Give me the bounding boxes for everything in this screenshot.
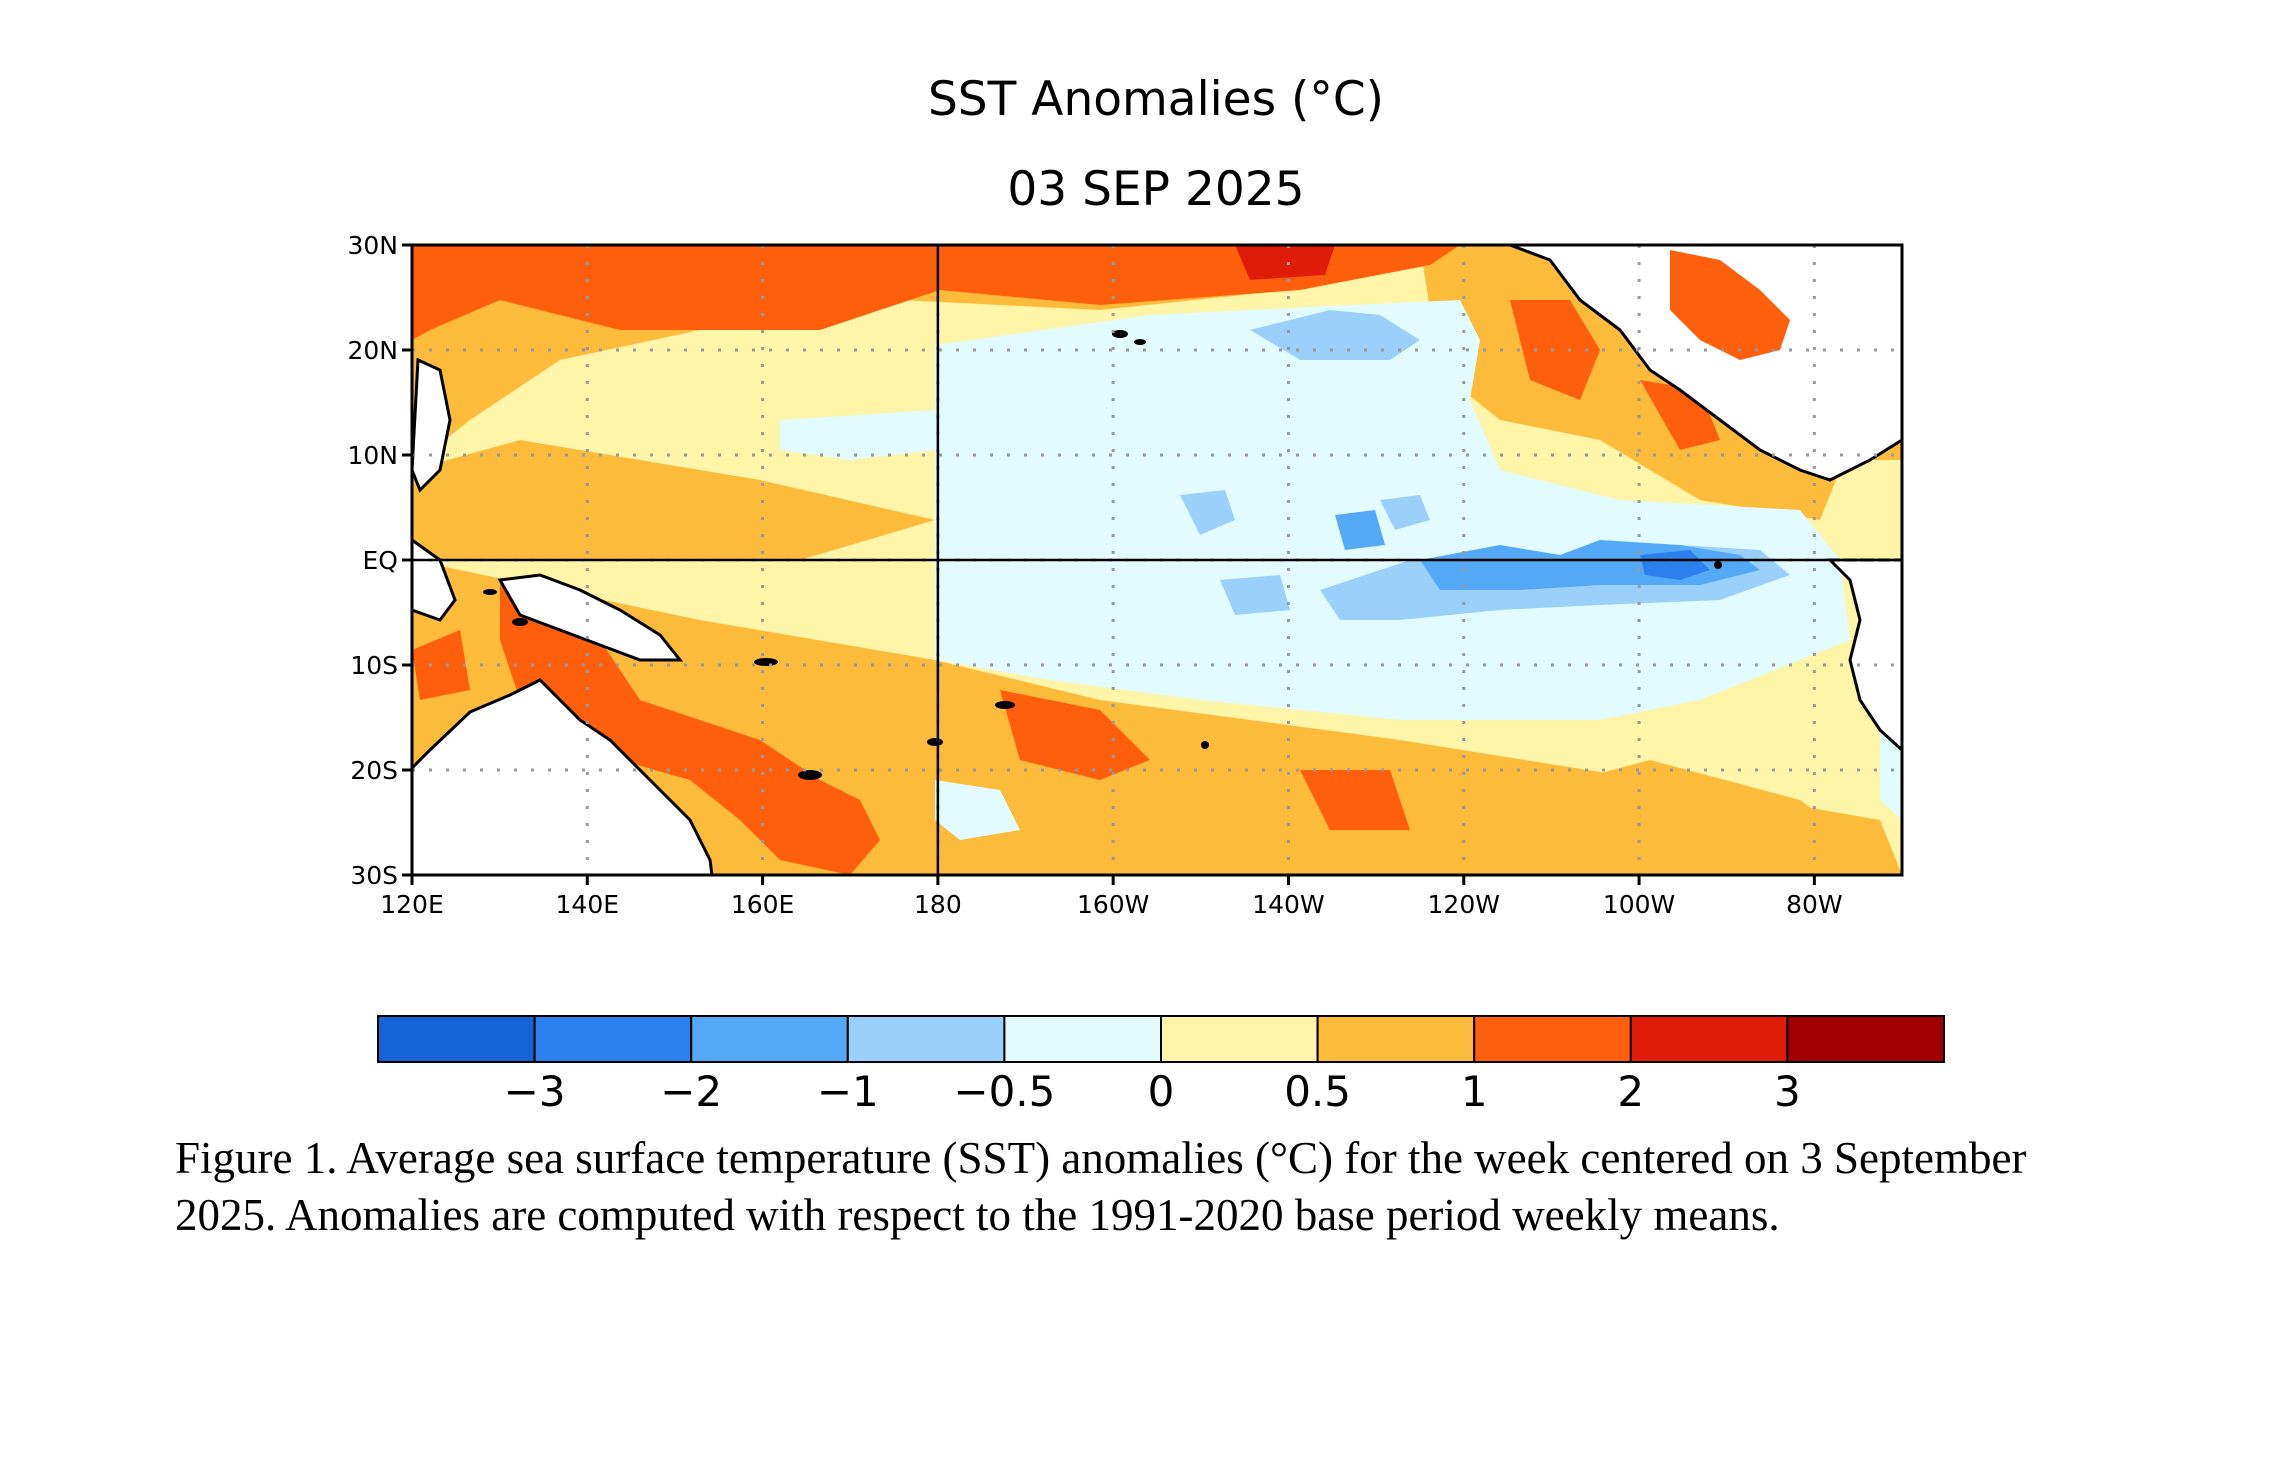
- colorbar-swatch: [690, 1015, 849, 1063]
- land-masses: [412, 245, 1902, 875]
- colorbar-swatch: [1160, 1015, 1319, 1063]
- gulf-of-mexico: [1670, 250, 1790, 360]
- lat-tick-label: EQ: [363, 546, 398, 575]
- lat-tick-label: 30S: [350, 861, 398, 890]
- australia: [412, 678, 714, 875]
- colorbar-swatch: [1003, 1015, 1163, 1063]
- colorbar-swatch: [377, 1015, 536, 1063]
- lon-tick-label: 180: [914, 890, 962, 919]
- lon-tick-label: 160W: [1077, 890, 1149, 919]
- lon-tick-label: 160E: [731, 890, 795, 919]
- figure-caption: Figure 1. Average sea surface temperatur…: [175, 1133, 2027, 1240]
- colorbar-tick-label: −3: [504, 1067, 566, 1116]
- colorbar-labels: −3 −2 −1 −0.5 0 0.5 1 2 3: [504, 1067, 1801, 1116]
- colorbar-tick-label: −1: [817, 1067, 879, 1116]
- colorbar-swatch: [1786, 1015, 1946, 1063]
- colorbar-swatch: [846, 1015, 1006, 1063]
- reference-lines: [412, 245, 1902, 875]
- figure-title: SST Anomalies (°C): [928, 72, 1384, 127]
- longitude-labels: 120E 140E 160E 180 160W 140W 120W 100W 80W: [380, 875, 1843, 919]
- colorbar-tick-label: −0.5: [953, 1067, 1055, 1116]
- lat-tick-label: 20S: [350, 756, 398, 785]
- colorbar-tick-label: 0.5: [1284, 1067, 1351, 1116]
- lon-tick-label: 80W: [1786, 890, 1843, 919]
- new-guinea: [497, 573, 684, 662]
- colorbar-tick-label: −2: [660, 1067, 722, 1116]
- lat-tick-label: 30N: [347, 231, 398, 260]
- south-america: [1826, 558, 1902, 753]
- lat-tick-label: 10N: [347, 441, 398, 470]
- latitude-labels: 30N 20N 10N EQ 10S 20S 30S: [347, 231, 412, 890]
- lat-tick-label: 10S: [350, 651, 398, 680]
- lon-tick-label: 120W: [1428, 890, 1500, 919]
- lat-tick-label: 20N: [347, 336, 398, 365]
- lon-tick-label: 140E: [556, 890, 620, 919]
- colorbar-swatch: [1629, 1015, 1789, 1063]
- colorbar-swatch: [533, 1015, 693, 1063]
- colorbar-tick-label: 1: [1461, 1067, 1488, 1116]
- colorbar-tick-label: 0: [1148, 1067, 1175, 1116]
- colorbar-tick-label: 2: [1617, 1067, 1644, 1116]
- philippines: [412, 357, 452, 493]
- lon-tick-label: 140W: [1252, 890, 1324, 919]
- mexico-coast: [1509, 245, 1902, 482]
- colorbar-tick-label: 3: [1774, 1067, 1801, 1116]
- colorbar: [377, 1015, 1946, 1063]
- lon-tick-label: 100W: [1603, 890, 1675, 919]
- lon-tick-label: 120E: [380, 890, 444, 919]
- colorbar-swatch: [1473, 1015, 1632, 1063]
- figure-date: 03 SEP 2025: [1007, 162, 1304, 217]
- colorbar-swatch: [1316, 1015, 1476, 1063]
- anomaly-band-2-3: [1235, 245, 1335, 280]
- anomaly-band-neg2-neg3: [1640, 550, 1710, 580]
